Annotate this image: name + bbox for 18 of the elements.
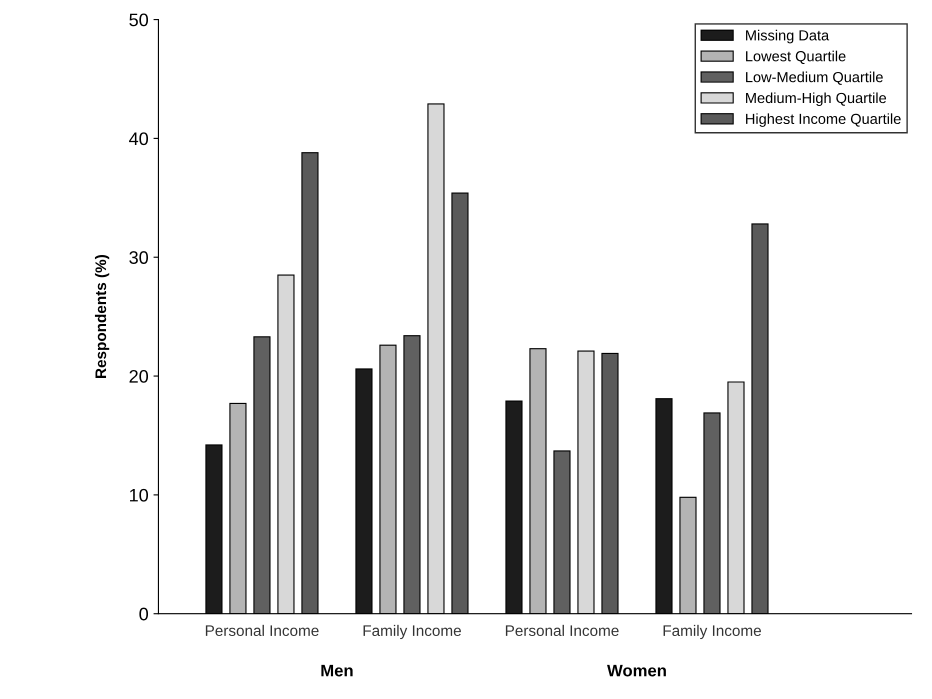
legend-label: Lowest Quartile — [746, 50, 846, 64]
y-tick-label: 20 — [130, 370, 148, 383]
x-tick-label: Personal Income — [206, 624, 319, 636]
text: Men — [321, 664, 353, 676]
legend-label: Low-Medium Quartile — [746, 72, 883, 85]
legend-label: Highest Income Quartile — [746, 113, 901, 127]
legend-label: Missing Data — [746, 30, 830, 44]
y-tick-label: 40 — [129, 132, 148, 146]
legend-label: Medium-High Quartile — [746, 92, 886, 106]
x-tick-label: Personal Income — [506, 624, 619, 636]
y-axis-title: Respondents (%) — [94, 255, 110, 378]
text: Women — [607, 664, 666, 676]
y-tick-label: 10 — [130, 488, 148, 502]
y-tick-label: 0 — [139, 608, 148, 620]
y-tick-label: 30 — [129, 251, 148, 264]
x-tick-label: Family Income — [364, 624, 461, 640]
y-tick-label: 50 — [129, 14, 148, 26]
x-tick-label: Family Income — [664, 624, 761, 640]
